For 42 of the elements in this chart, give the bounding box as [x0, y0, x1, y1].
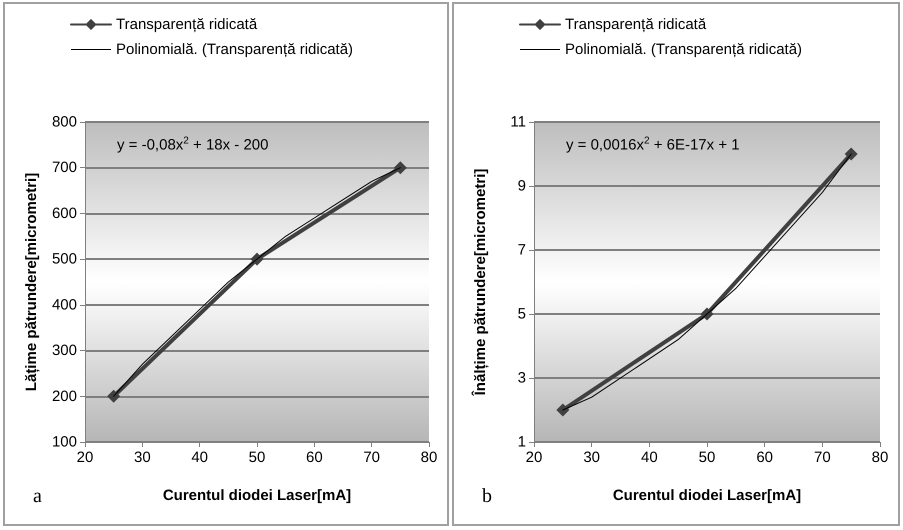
x-tick-label: 40 [191, 449, 208, 466]
y-tick-label: 11 [510, 114, 526, 130]
point [556, 404, 570, 416]
text: a [33, 485, 42, 507]
y-tick-label: 1 [518, 434, 526, 450]
y-tick-label: 100 [52, 434, 77, 450]
point [844, 148, 858, 160]
x-tick-label: 30 [134, 449, 151, 466]
y-tick-label: 200 [52, 388, 77, 405]
legend-label: Transparență ridicată [116, 16, 258, 33]
x-tick-label: 30 [583, 449, 600, 466]
x-tick-label: 70 [363, 449, 380, 466]
x-tick-label: 80 [872, 449, 888, 466]
x-tick-label: 60 [306, 449, 323, 466]
x-tick-label: 20 [76, 449, 94, 466]
y-tick-label: 800 [52, 114, 77, 130]
x-axis-title: Curentul diodei Laser[mA] [162, 487, 352, 504]
x-axis-title: Curentul diodei Laser[mA] [612, 487, 802, 504]
y-tick-label: 7 [518, 242, 526, 258]
y-tick-label: 500 [52, 250, 77, 268]
x-tick-label: 40 [640, 449, 658, 466]
legend-label: Transparență ridicată [565, 16, 707, 33]
y-tick-label: 300 [52, 342, 77, 360]
y-tick-label: 3 [518, 370, 526, 386]
point [394, 161, 407, 174]
y-tick-label: 700 [52, 159, 77, 176]
y-tick-label: 9 [518, 178, 526, 194]
x-tick-label: 80 [420, 449, 438, 466]
y-tick-label: 400 [52, 296, 77, 314]
legend-label: Polinomială. (Transparență ridicată) [116, 41, 354, 58]
legend-label: Polinomială. (Transparență ridicată) [565, 41, 802, 58]
y-tick-label: 5 [518, 306, 526, 322]
text: b [482, 485, 492, 507]
x-tick-label: 70 [814, 449, 831, 466]
x-tick-label: 20 [526, 449, 542, 466]
x-tick-label: 50 [698, 449, 716, 466]
point [107, 390, 120, 403]
y-tick-label: 600 [52, 204, 77, 222]
y-axis-title: Lățime pătrundere[micrometri] [23, 172, 40, 392]
x-tick-label: 60 [756, 449, 774, 466]
x-tick-label: 50 [248, 449, 266, 466]
y-axis-title: Înălțime pătrundere[micrometri] [471, 168, 489, 396]
